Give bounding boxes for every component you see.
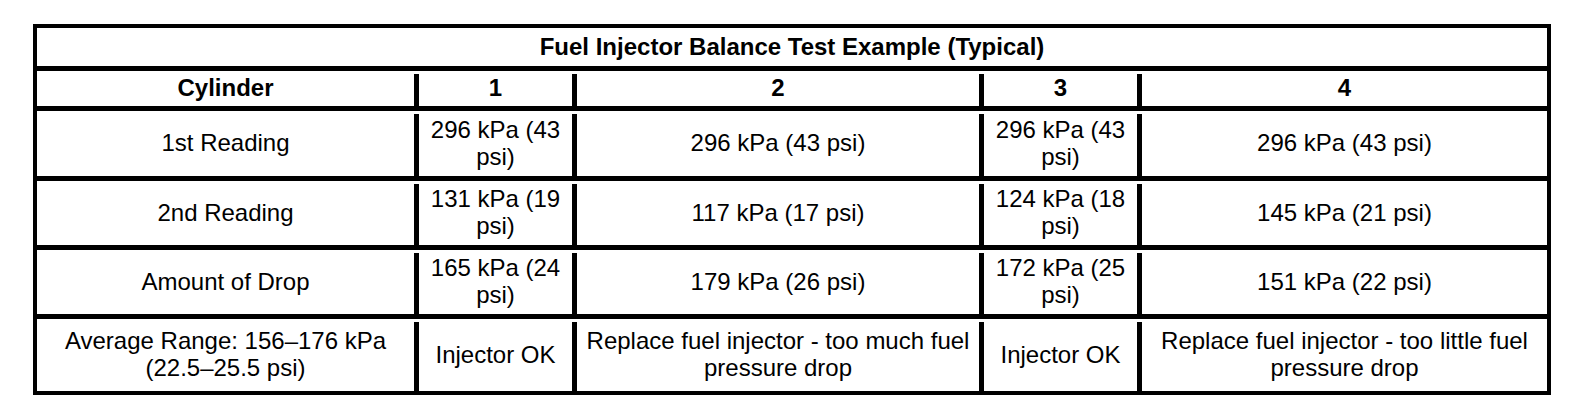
table-row-amount-of-drop: Amount of Drop 165 kPa (24 psi) 179 kPa …: [37, 250, 1547, 314]
row-label-first-reading: 1st Reading: [37, 111, 414, 176]
table-row-results: Average Range: 156–176 kPa (22.5–25.5 ps…: [37, 319, 1547, 391]
cell-drop-cyl3: 172 kPa (25 psi): [984, 250, 1137, 314]
cell-reading1-cyl1: 296 kPa (43 psi): [419, 111, 572, 176]
column-header-cyl2: 2: [577, 71, 979, 106]
cell-reading2-cyl1: 131 kPa (19 psi): [419, 181, 572, 245]
table-title: Fuel Injector Balance Test Example (Typi…: [37, 28, 1547, 66]
cell-reading1-cyl2: 296 kPa (43 psi): [577, 111, 979, 176]
cell-drop-cyl2: 179 kPa (26 psi): [577, 250, 979, 314]
row-label-amount-of-drop: Amount of Drop: [37, 250, 414, 314]
cell-result-cyl3: Injector OK: [984, 319, 1137, 391]
cell-drop-cyl1: 165 kPa (24 psi): [419, 250, 572, 314]
column-header-cyl1: 1: [419, 71, 572, 106]
cell-result-cyl2: Replace fuel injector - too much fuel pr…: [577, 319, 979, 391]
column-header-cyl4: 4: [1142, 71, 1547, 106]
cell-result-cyl1: Injector OK: [419, 319, 572, 391]
cell-drop-cyl4: 151 kPa (22 psi): [1142, 250, 1547, 314]
row-label-average-range: Average Range: 156–176 kPa (22.5–25.5 ps…: [37, 319, 414, 391]
cell-reading1-cyl4: 296 kPa (43 psi): [1142, 111, 1547, 176]
fuel-injector-balance-table: Fuel Injector Balance Test Example (Typi…: [33, 24, 1551, 395]
cell-reading2-cyl3: 124 kPa (18 psi): [984, 181, 1137, 245]
column-header-cylinder: Cylinder: [37, 71, 414, 106]
table-row-second-reading: 2nd Reading 131 kPa (19 psi) 117 kPa (17…: [37, 181, 1547, 245]
table-title-row: Fuel Injector Balance Test Example (Typi…: [37, 28, 1547, 66]
cell-reading1-cyl3: 296 kPa (43 psi): [984, 111, 1137, 176]
table-row-first-reading: 1st Reading 296 kPa (43 psi) 296 kPa (43…: [37, 111, 1547, 176]
cell-reading2-cyl4: 145 kPa (21 psi): [1142, 181, 1547, 245]
cell-result-cyl4: Replace fuel injector - too little fuel …: [1142, 319, 1547, 391]
row-label-second-reading: 2nd Reading: [37, 181, 414, 245]
column-header-cyl3: 3: [984, 71, 1137, 106]
table-header-row: Cylinder 1 2 3 4: [37, 71, 1547, 106]
cell-reading2-cyl2: 117 kPa (17 psi): [577, 181, 979, 245]
